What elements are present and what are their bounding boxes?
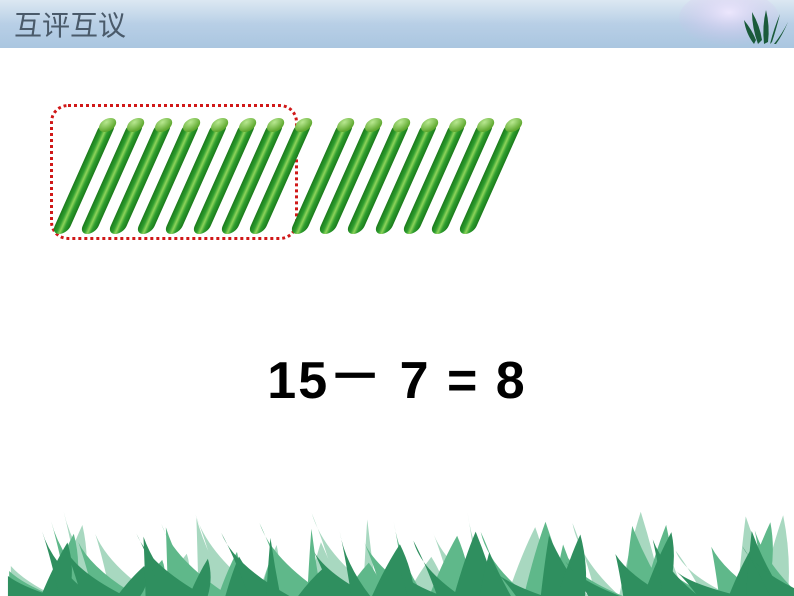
equation: 15－ 7 = 8 — [0, 338, 794, 413]
equation-minus: － — [329, 335, 383, 410]
equation-result: 8 — [496, 352, 527, 410]
sticks-area — [58, 108, 538, 248]
header-title: 互评互议 — [14, 4, 126, 44]
grass-decoration — [0, 476, 794, 596]
equation-right: 7 — [400, 352, 431, 410]
header-decoration-icon — [674, 0, 794, 52]
equation-left: 15 — [267, 352, 329, 410]
header-bar: 互评互议 — [0, 0, 794, 48]
equation-equals: = — [447, 352, 479, 410]
